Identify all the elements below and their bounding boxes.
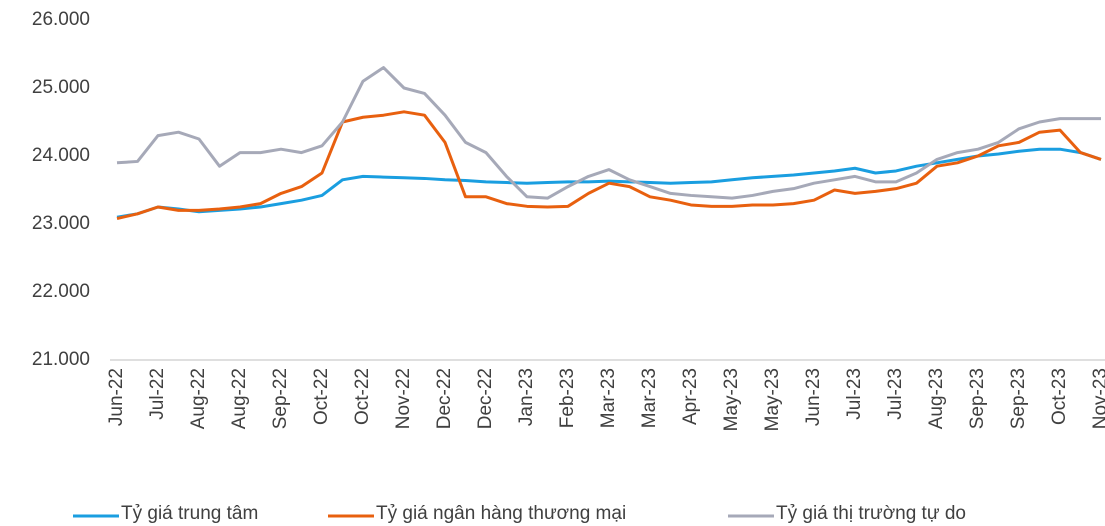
x-tick-label: Jul-23: [844, 368, 865, 420]
legend-label: Tỷ giá trung tâm: [121, 503, 258, 524]
x-tick-label: Aug-22: [188, 368, 209, 429]
legend-label: Tỷ giá thị trường tự do: [776, 503, 966, 524]
x-tick-label: Jun-23: [803, 368, 824, 426]
x-tick-label: Jan-23: [516, 368, 537, 426]
x-tick-label: Oct-23: [1049, 368, 1070, 425]
x-tick-label: Apr-23: [680, 368, 701, 425]
x-tick-label: Jun-22: [106, 368, 127, 426]
x-tick-label: Oct-22: [352, 368, 373, 425]
x-tick-label: Mar-23: [639, 368, 660, 428]
x-tick-label: Dec-22: [434, 368, 455, 429]
series-line: [116, 147, 1102, 219]
x-tick-label: Jul-23: [885, 368, 906, 420]
y-tick-label: 25.000: [32, 77, 90, 98]
x-tick-label: Aug-23: [926, 368, 947, 429]
x-tick-label: Sep-22: [270, 368, 291, 429]
x-tick-label: Mar-23: [598, 368, 619, 428]
x-tick-label: Dec-22: [475, 368, 496, 429]
x-tick-label: Sep-23: [967, 368, 988, 429]
x-tick-label: Nov-22: [393, 368, 414, 429]
x-tick-label: May-23: [762, 368, 783, 431]
x-tick-label: Jul-22: [147, 368, 168, 420]
x-tick-label: May-23: [721, 368, 742, 431]
y-tick-label: 23.000: [32, 213, 90, 234]
x-tick-label: Sep-23: [1008, 368, 1029, 429]
series-line: [116, 66, 1101, 200]
x-tick-label: Aug-22: [229, 368, 250, 429]
x-tick-label: Oct-22: [311, 368, 332, 425]
x-tick-label: Feb-23: [557, 368, 578, 428]
y-tick-label: 24.000: [32, 145, 90, 166]
series-line: [116, 110, 1102, 221]
x-tick-label: Nov-23: [1090, 368, 1105, 429]
y-tick-label: 26.000: [32, 9, 90, 30]
y-tick-label: 22.000: [32, 281, 90, 302]
legend-label: Tỷ giá ngân hàng thương mại: [376, 503, 626, 524]
y-tick-label: 21.000: [32, 349, 90, 370]
